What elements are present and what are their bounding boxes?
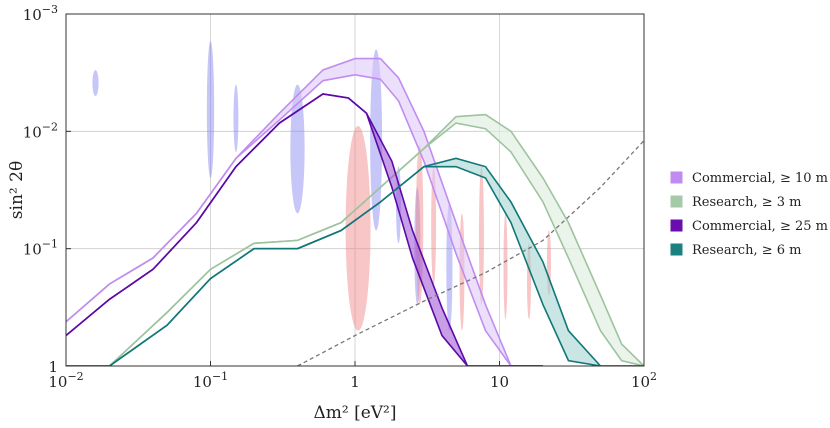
x-tick-label-3-base: 10: [490, 373, 509, 391]
band-lower-line-2: [66, 93, 543, 366]
x-tick-label-2-base: 1: [350, 373, 360, 391]
x-axis-title: Δm² [eV²]: [313, 403, 396, 423]
x-tick-label-4-exp: 2: [650, 370, 657, 383]
y-tick-label-0: 10−3: [23, 3, 58, 24]
legend-swatch-1: [670, 195, 683, 208]
legend: Commercial, ≥ 10 m Research, ≥ 3 m Commerc…: [670, 171, 828, 258]
legend-label-3: Research, ≥ 6 m: [692, 243, 801, 258]
plot-layer: [66, 41, 644, 366]
x-tick-label-2: 1: [350, 373, 360, 391]
y-tick-label-3: 1: [48, 358, 58, 376]
legend-swatch-3: [670, 243, 683, 256]
band-upper-line-2: [66, 93, 543, 366]
band-lower-line-0: [66, 57, 543, 366]
blob-blue-0: [92, 69, 99, 97]
band-lower-line-3: [66, 157, 644, 366]
y-tick-label-1: 10−2: [23, 120, 58, 141]
y-axis-title: sin² 2θ: [7, 161, 27, 219]
legend-swatch-0: [670, 171, 683, 184]
y-tick-label-1-exp: −2: [42, 120, 58, 133]
blob-red-10: [431, 166, 437, 284]
legend-swatch-2: [670, 219, 683, 232]
x-tick-label-4-base: 10: [631, 373, 650, 391]
blob-red-12: [478, 166, 484, 305]
blob-red-13: [503, 213, 508, 320]
blob-blue-1: [206, 41, 215, 179]
x-tick-label-3: 10: [490, 373, 509, 391]
legend-label-0: Commercial, ≥ 10 m: [692, 171, 828, 186]
y-tick-label-1-base: 10: [23, 123, 42, 141]
x-tick-label-0-base: 10: [48, 373, 67, 391]
band-fill-3: [66, 158, 644, 366]
reference-dashed-line: [297, 140, 644, 366]
x-tick-label-1-exp: −1: [212, 370, 228, 383]
axis-title-layer: Δm² [eV²] sin² 2θ: [7, 161, 397, 423]
y-tick-label-3-base: 1: [48, 358, 58, 376]
band-lower-line-1: [66, 113, 644, 366]
legend-label-2: Commercial, ≥ 25 m: [692, 219, 828, 234]
blob-blue-3: [290, 84, 305, 214]
legend-label-1: Research, ≥ 3 m: [692, 195, 801, 210]
y-tick-label-0-exp: −3: [42, 3, 58, 16]
x-tick-label-0-exp: −2: [67, 370, 83, 383]
x-tick-label-1: 10−1: [193, 370, 228, 391]
y-tick-label-2-exp: −1: [42, 238, 58, 251]
y-tick-label-0-base: 10: [23, 6, 42, 24]
x-tick-label-1-base: 10: [193, 373, 212, 391]
x-tick-label-0: 10−2: [48, 370, 83, 391]
band-fill-0: [66, 58, 543, 366]
y-tick-label-2-base: 10: [23, 241, 42, 259]
band-fill-2: [66, 93, 543, 366]
x-tick-label-4: 102: [631, 370, 657, 391]
blob-red-8: [345, 125, 371, 331]
y-tick-label-2: 10−1: [23, 238, 58, 259]
blob-blue-2: [233, 84, 239, 152]
